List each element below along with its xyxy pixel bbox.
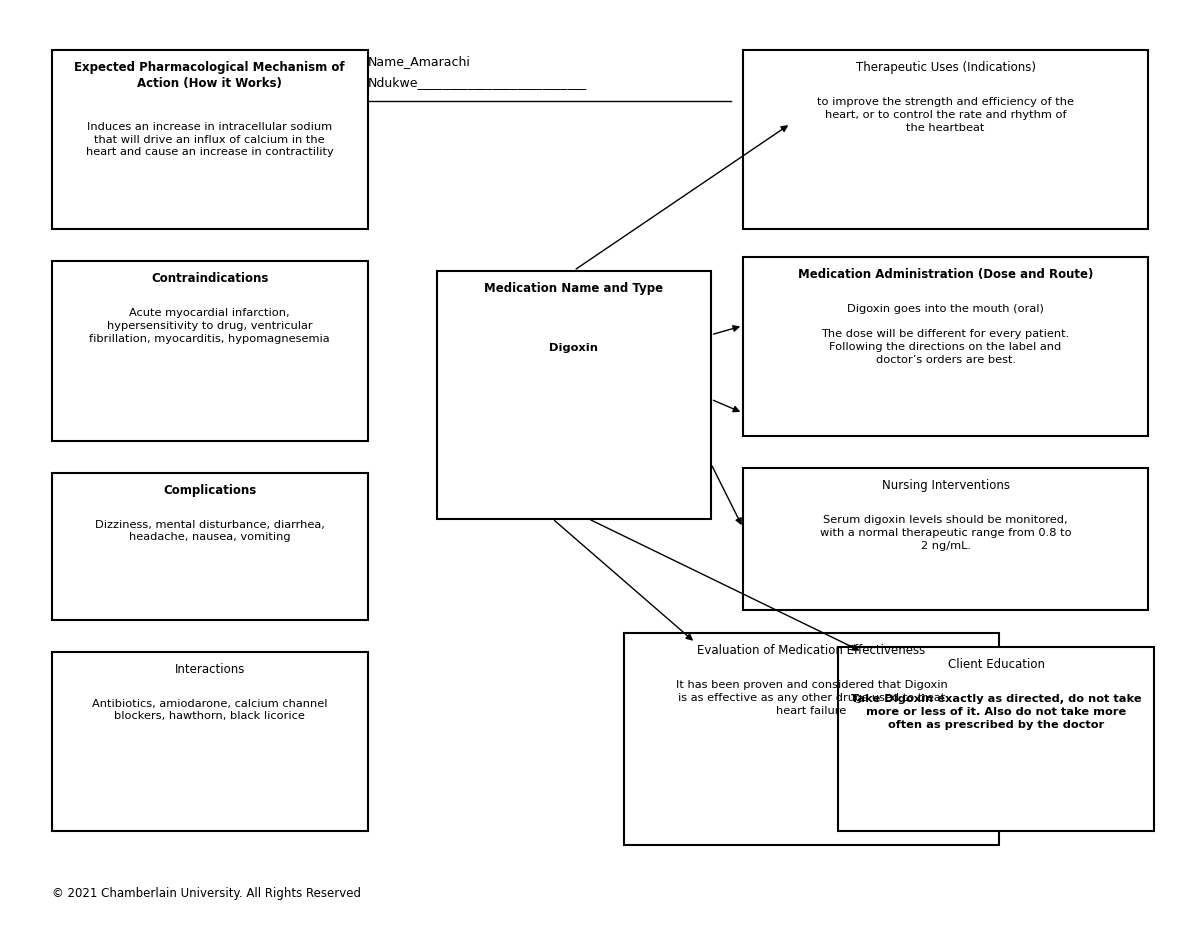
Text: Digoxin: Digoxin <box>550 317 599 353</box>
Bar <box>437 271 710 518</box>
Bar <box>743 50 1148 229</box>
Text: Antibiotics, amiodarone, calcium channel
blockers, hawthorn, black licorice: Antibiotics, amiodarone, calcium channel… <box>92 699 328 721</box>
Text: Contraindications: Contraindications <box>151 273 269 286</box>
Text: Take Digoxin exactly as directed, do not take
more or less of it. Also do not ta: Take Digoxin exactly as directed, do not… <box>851 694 1141 730</box>
Bar <box>52 473 367 619</box>
Text: Induces an increase in intracellular sodium
that will drive an influx of calcium: Induces an increase in intracellular sod… <box>86 121 334 158</box>
Text: Therapeutic Uses (Indications): Therapeutic Uses (Indications) <box>856 61 1036 74</box>
Text: Medication Name and Type: Medication Name and Type <box>485 282 664 295</box>
Text: Expected Pharmacological Mechanism of
Action (How it Works): Expected Pharmacological Mechanism of Ac… <box>74 61 346 90</box>
Bar <box>52 652 367 831</box>
Text: Name_Amarachi: Name_Amarachi <box>367 55 470 68</box>
Text: Digoxin goes into the mouth (oral)

The dose will be different for every patient: Digoxin goes into the mouth (oral) The d… <box>822 304 1069 365</box>
Text: Nursing Interventions: Nursing Interventions <box>882 479 1009 492</box>
Text: Serum digoxin levels should be monitored,
with a normal therapeutic range from 0: Serum digoxin levels should be monitored… <box>820 514 1072 551</box>
Text: Dizziness, mental disturbance, diarrhea,
headache, nausea, vomiting: Dizziness, mental disturbance, diarrhea,… <box>95 519 325 542</box>
Text: Interactions: Interactions <box>174 663 245 676</box>
Bar <box>52 50 367 229</box>
Bar <box>52 261 367 440</box>
Text: Evaluation of Medication Effectiveness: Evaluation of Medication Effectiveness <box>697 644 925 657</box>
Text: Medication Administration (Dose and Route): Medication Administration (Dose and Rout… <box>798 268 1093 281</box>
Text: © 2021 Chamberlain University. All Rights Reserved: © 2021 Chamberlain University. All Right… <box>52 887 361 900</box>
Text: to improve the strength and efficiency of the
heart, or to control the rate and : to improve the strength and efficiency o… <box>817 97 1074 133</box>
Bar <box>624 633 1000 844</box>
Text: It has been proven and considered that Digoxin
is as effective as any other drug: It has been proven and considered that D… <box>676 680 947 716</box>
Bar <box>743 257 1148 436</box>
Text: Client Education: Client Education <box>948 658 1045 671</box>
Text: Ndukwe___________________________: Ndukwe___________________________ <box>367 76 587 89</box>
Text: Acute myocardial infarction,
hypersensitivity to drug, ventricular
fibrillation,: Acute myocardial infarction, hypersensit… <box>90 309 330 344</box>
Text: Complications: Complications <box>163 484 257 497</box>
Bar <box>743 468 1148 611</box>
Bar <box>839 647 1154 831</box>
